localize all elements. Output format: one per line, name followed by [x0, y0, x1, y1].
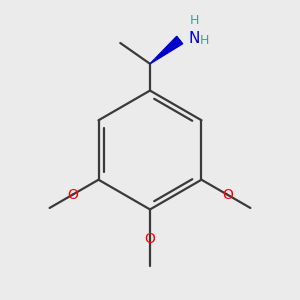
Text: O: O [222, 188, 233, 202]
Text: H: H [190, 14, 199, 27]
Text: O: O [145, 232, 155, 246]
Text: H: H [200, 34, 209, 47]
Polygon shape [150, 36, 183, 64]
Text: O: O [67, 188, 78, 202]
Text: N: N [189, 31, 200, 46]
